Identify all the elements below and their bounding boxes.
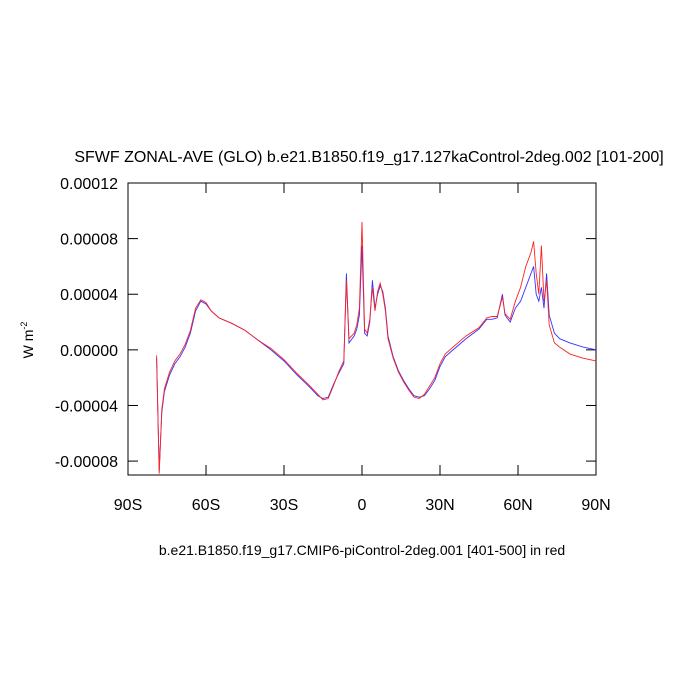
x-tick-label: 60S [192, 497, 220, 514]
y-tick-label: 0.00012 [60, 176, 118, 193]
chart-title: SFWF ZONAL-AVE (GLO) b.e21.B1850.f19_g17… [74, 149, 663, 166]
x-tick-label: 30N [425, 497, 454, 514]
y-label-main: W m [20, 330, 36, 359]
x-subtitle: b.e21.B1850.f19_g17.CMIP6-piControl-2deg… [159, 542, 565, 558]
y-tick-label: 0.00008 [60, 232, 118, 249]
y-axis-label: W m-2 [19, 322, 36, 359]
x-tick-label: 0 [358, 497, 367, 514]
y-tick-label: 0.00000 [60, 343, 118, 360]
x-tick-label: 90S [114, 497, 142, 514]
y-tick-label: -0.00004 [55, 398, 118, 415]
series-line [156, 221, 597, 474]
y-label: W m-2 [19, 322, 36, 359]
y-tick-label: 0.00004 [60, 287, 118, 304]
y-label-sup: -2 [19, 322, 29, 330]
x-tick-label: 90N [581, 497, 610, 514]
x-tick-label: 60N [503, 497, 532, 514]
y-tick-label: -0.00008 [55, 454, 118, 471]
x-tick-label: 30S [270, 497, 298, 514]
